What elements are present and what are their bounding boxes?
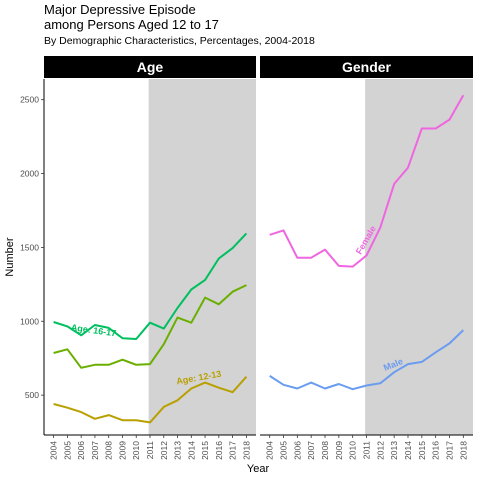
x-tick-label-age-2014: 2014: [186, 441, 196, 460]
y-tick-label-1000: 1000: [20, 316, 39, 326]
x-tick-label-gender-2016: 2016: [431, 441, 441, 460]
x-tick-label-age-2008: 2008: [104, 441, 114, 460]
facet-strip-age: [44, 56, 256, 78]
x-tick-label-gender-2013: 2013: [389, 441, 399, 460]
shaded-period-age: [148, 79, 256, 435]
y-tick-label-500: 500: [25, 390, 39, 400]
x-tick-label-gender-2008: 2008: [320, 441, 330, 460]
y-tick-label-2000: 2000: [20, 169, 39, 179]
series-line-age-3: [53, 376, 248, 424]
series-line-gender-2: [269, 329, 464, 391]
x-tick-label-gender-2004: 2004: [265, 441, 275, 460]
series-label-age-1: Age: 16-17: [70, 322, 116, 338]
x-tick-label-age-2017: 2017: [228, 441, 238, 460]
x-tick-label-gender-2015: 2015: [417, 441, 427, 460]
x-tick-label-gender-2009: 2009: [334, 441, 344, 460]
x-tick-label-gender-2014: 2014: [403, 441, 413, 460]
x-tick-label-gender-2018: 2018: [458, 441, 468, 460]
x-tick-label-age-2016: 2016: [214, 441, 224, 460]
x-tick-label-age-2009: 2009: [117, 441, 127, 460]
x-tick-label-age-2013: 2013: [173, 441, 183, 460]
x-tick-label-age-2012: 2012: [159, 441, 169, 460]
facet-strip-gender: [260, 56, 473, 78]
x-tick-label-gender-2011: 2011: [362, 441, 372, 460]
x-tick-label-gender-2005: 2005: [279, 441, 289, 460]
x-tick-label-gender-2006: 2006: [292, 441, 302, 460]
chart-title-line2: among Persons Aged 12 to 17: [44, 17, 219, 32]
chart-title-line1: Major Depressive Episode: [44, 2, 196, 17]
facet-label-age: Age: [137, 59, 164, 75]
y-axis-title: Number: [4, 237, 16, 276]
x-tick-label-gender-2010: 2010: [348, 441, 358, 460]
x-tick-label-gender-2017: 2017: [444, 441, 454, 460]
series-line-gender-1: [269, 94, 465, 268]
x-tick-label-age-2006: 2006: [76, 441, 86, 460]
x-tick-label-age-2015: 2015: [200, 441, 210, 460]
x-tick-label-age-2005: 2005: [62, 441, 72, 460]
x-tick-label-age-2010: 2010: [131, 441, 141, 460]
y-tick-label-1500: 1500: [20, 242, 39, 252]
x-tick-label-age-2007: 2007: [90, 441, 100, 460]
x-axis-title: Year: [247, 463, 270, 475]
x-tick-label-gender-2012: 2012: [375, 441, 385, 460]
x-tick-label-age-2004: 2004: [49, 441, 59, 460]
x-tick-label-gender-2007: 2007: [306, 441, 316, 460]
x-tick-label-age-2018: 2018: [241, 441, 251, 460]
chart-subtitle: By Demographic Characteristics, Percenta…: [44, 35, 315, 47]
facet-label-gender: Gender: [342, 59, 392, 75]
y-tick-label-2500: 2500: [20, 95, 39, 105]
x-tick-label-age-2011: 2011: [145, 441, 155, 460]
series-line-age-1: [53, 232, 248, 340]
